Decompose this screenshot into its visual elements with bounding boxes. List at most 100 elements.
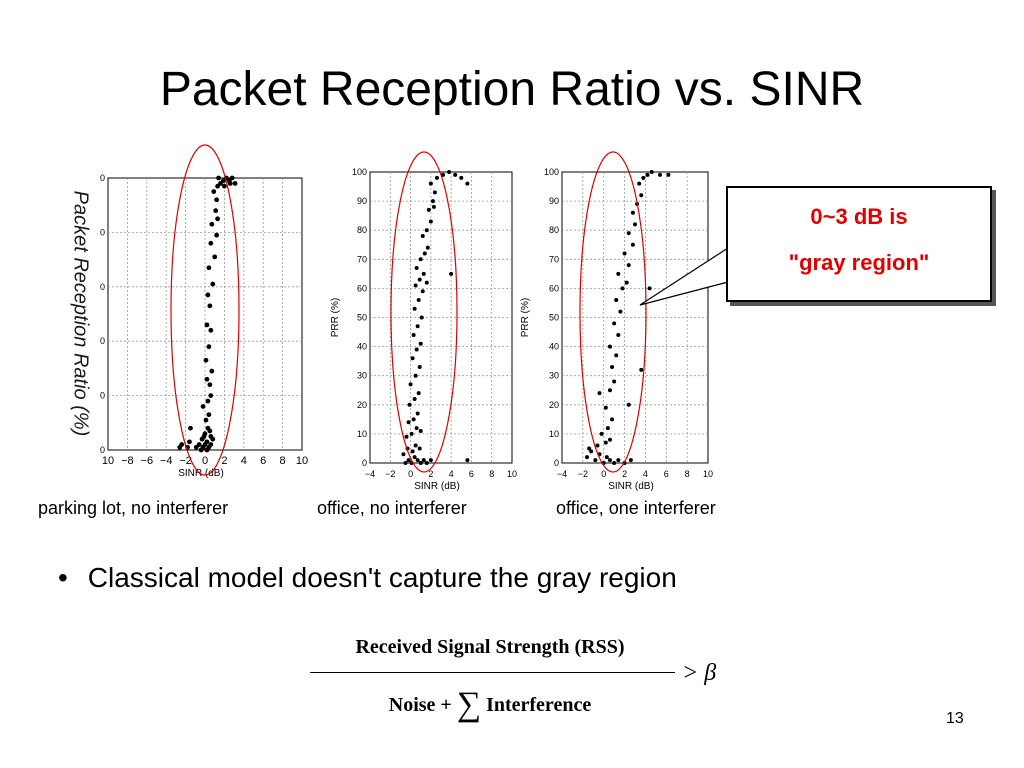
- data-point: [410, 449, 415, 454]
- data-point: [616, 458, 621, 463]
- data-point: [616, 271, 621, 276]
- bullet-dot: •: [58, 562, 68, 593]
- data-point: [201, 434, 207, 439]
- data-point: [205, 292, 211, 298]
- y-tick-label: 70: [357, 254, 367, 264]
- data-point: [645, 172, 650, 177]
- caption-parking-lot: parking lot, no interferer: [38, 498, 229, 518]
- data-point: [210, 436, 216, 442]
- data-point: [597, 391, 602, 396]
- bullet-text: Classical model doesn't capture the gray…: [87, 562, 677, 593]
- data-point: [585, 455, 590, 460]
- x-tick-label: 4: [241, 455, 247, 467]
- data-point: [607, 458, 612, 463]
- data-point: [413, 283, 418, 288]
- data-point: [418, 461, 423, 465]
- data-point: [209, 221, 215, 227]
- data-point: [612, 321, 617, 326]
- x-tick-label: −4: [160, 455, 173, 467]
- x-tick-label: −2: [385, 469, 395, 479]
- callout-line-1: 0~3 dB is: [810, 204, 908, 229]
- y-tick-label: 30: [549, 371, 559, 381]
- data-point: [426, 207, 431, 212]
- data-point: [210, 281, 216, 287]
- data-point: [620, 286, 625, 291]
- data-point: [179, 442, 185, 447]
- y-tick-label: 0: [554, 458, 559, 468]
- y-axis-label-small: PRR (%): [520, 298, 531, 337]
- data-point: [418, 257, 423, 262]
- data-point: [203, 357, 209, 363]
- data-point: [639, 367, 644, 372]
- data-point: [630, 210, 635, 215]
- data-point: [616, 332, 621, 337]
- data-point: [465, 458, 470, 463]
- data-point: [411, 332, 416, 337]
- data-point: [422, 251, 427, 256]
- data-point: [599, 431, 604, 436]
- data-point: [649, 170, 654, 174]
- x-tick-label: 2: [622, 469, 627, 479]
- formula-denominator: Noise + ∑ Interference: [300, 686, 680, 724]
- data-point: [215, 216, 221, 222]
- data-point: [227, 181, 233, 186]
- x-tick-label: 6: [664, 469, 669, 479]
- data-point: [607, 437, 612, 442]
- data-point: [415, 411, 420, 416]
- gray-region-ellipse: [390, 151, 458, 473]
- callout-line-2: "gray region": [788, 250, 930, 275]
- data-point: [637, 181, 642, 186]
- data-point: [417, 277, 422, 282]
- data-point: [624, 280, 629, 285]
- y-tick-label: 20: [357, 400, 367, 410]
- x-tick-label: 8: [489, 469, 494, 479]
- data-point: [212, 254, 218, 260]
- caption-office-no-interferer: office, no interferer: [317, 498, 467, 518]
- y-tick-label: 30: [357, 371, 367, 381]
- x-tick-label: −2: [179, 455, 192, 467]
- gray-region-ellipse: [170, 144, 240, 476]
- data-point: [206, 265, 212, 271]
- data-point: [420, 234, 425, 239]
- data-point: [213, 208, 219, 214]
- data-point: [412, 306, 417, 311]
- data-point: [414, 347, 419, 352]
- data-point: [432, 190, 437, 195]
- x-tick-label: 6: [260, 455, 266, 467]
- gray-region-ellipse: [579, 151, 647, 473]
- slide-title: Packet Reception Ratio vs. SINR: [159, 63, 865, 116]
- data-point: [431, 204, 436, 209]
- bullet-point: • Classical model doesn't capture the gr…: [58, 562, 677, 594]
- x-tick-label: 2: [221, 455, 227, 467]
- data-point: [417, 446, 422, 451]
- y-tick-label: 40: [357, 342, 367, 352]
- y-tick-label: 20: [549, 400, 559, 410]
- x-tick-label: 10: [102, 455, 114, 467]
- y-tick-label: 0: [100, 336, 105, 346]
- data-point: [595, 443, 600, 448]
- data-point: [204, 322, 210, 328]
- y-tick-label: 0: [362, 458, 367, 468]
- data-point: [415, 324, 420, 329]
- data-point: [413, 443, 418, 448]
- data-point: [449, 271, 454, 276]
- y-tick-label: 40: [549, 342, 559, 352]
- data-point: [196, 442, 202, 447]
- y-tick-label: 90: [549, 196, 559, 206]
- y-tick-label: 70: [549, 254, 559, 264]
- data-point: [610, 364, 615, 369]
- data-point: [188, 425, 193, 431]
- x-axis-label: SINR (dB): [414, 481, 460, 492]
- data-point: [203, 417, 209, 423]
- y-tick-label: 80: [549, 225, 559, 235]
- classical-model-formula: Received Signal Strength (RSS) Noise + ∑…: [300, 628, 740, 728]
- data-point: [211, 189, 217, 195]
- data-point: [612, 379, 617, 384]
- data-point: [459, 175, 464, 180]
- data-point: [208, 442, 214, 447]
- data-point: [232, 181, 238, 186]
- data-point: [424, 228, 429, 233]
- x-tick-label: 2: [428, 469, 433, 479]
- data-point: [413, 373, 418, 378]
- data-point: [214, 197, 220, 203]
